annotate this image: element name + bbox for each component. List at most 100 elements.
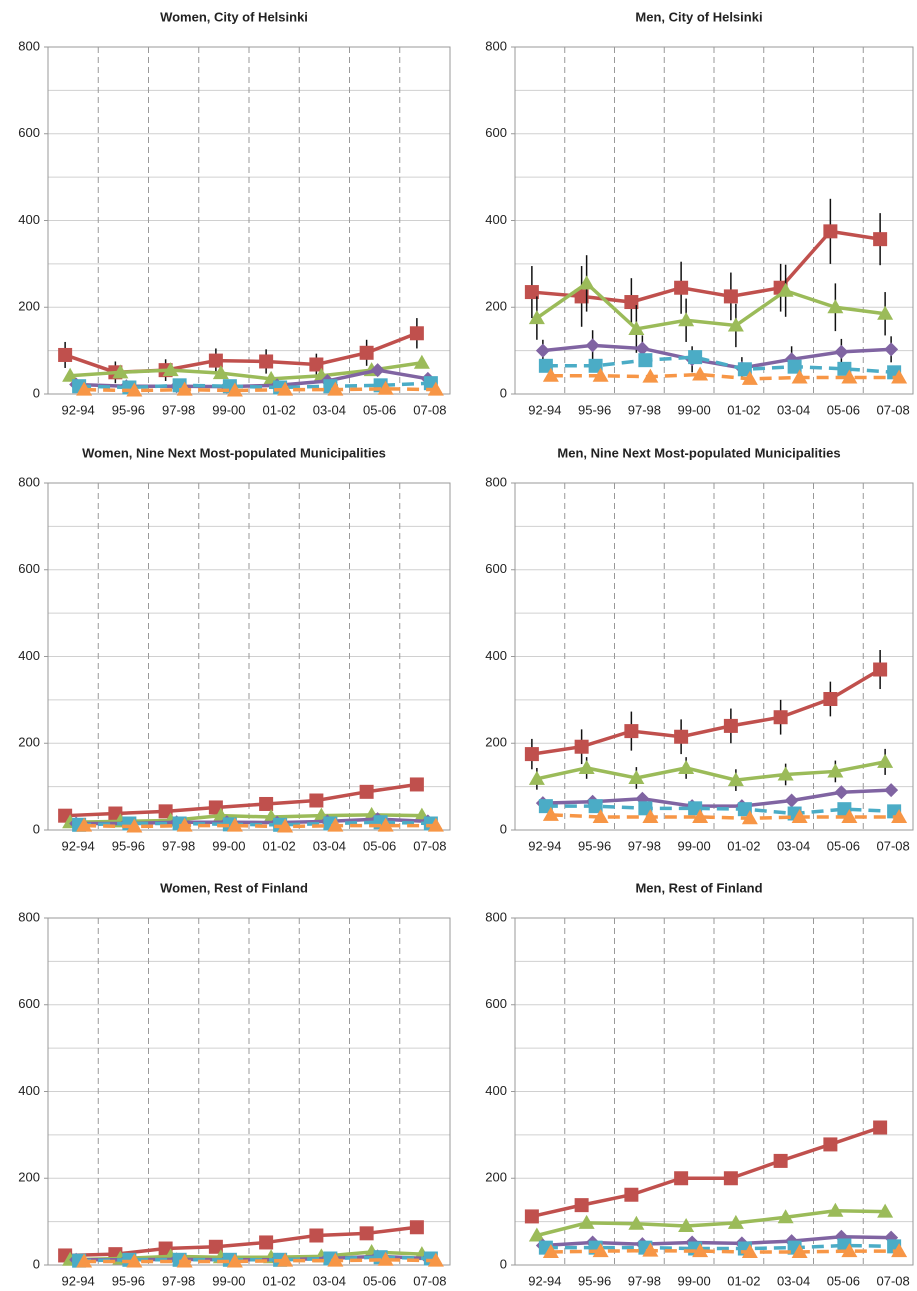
marker (574, 739, 589, 754)
x-tick-label: 01-02 (727, 1273, 760, 1288)
x-tick-label: 05-06 (363, 838, 396, 853)
marker (741, 1243, 758, 1258)
marker (277, 818, 294, 833)
y-tick-label: 600 (18, 996, 40, 1011)
marker (76, 381, 93, 396)
marker (162, 362, 179, 377)
series-line (545, 1243, 895, 1251)
marker (678, 312, 695, 327)
marker (176, 1253, 193, 1268)
series-line (531, 668, 882, 756)
marker (784, 793, 799, 808)
marker (212, 365, 229, 380)
series (535, 330, 899, 379)
x-tick-label: 05-06 (827, 402, 860, 417)
x-tick-label: 99-00 (678, 402, 711, 417)
series (524, 198, 888, 327)
marker (642, 808, 659, 823)
marker (535, 343, 550, 358)
chart-title: Men, City of Helsinki (635, 9, 762, 24)
x-tick-label: 97-98 (628, 402, 661, 417)
y-tick-label: 400 (18, 1083, 40, 1098)
x-tick-label: 95-96 (112, 402, 145, 417)
x-tick-label: 05-06 (827, 1273, 860, 1288)
marker (126, 1253, 143, 1268)
marker (359, 784, 374, 799)
series-line (531, 229, 881, 304)
x-tick-label: 97-98 (162, 402, 195, 417)
chart-title: Women, Rest of Finland (160, 880, 308, 895)
y-tick-label: 800 (18, 38, 40, 53)
marker (827, 763, 844, 778)
marker (834, 785, 849, 800)
series-line (536, 760, 886, 782)
marker (891, 808, 908, 823)
marker (777, 282, 794, 297)
marker (524, 747, 539, 762)
marker (723, 718, 738, 733)
x-tick-label: 97-98 (162, 1273, 195, 1288)
marker (524, 285, 539, 300)
x-tick-label: 95-96 (578, 838, 611, 853)
series-line (84, 823, 436, 829)
marker (377, 380, 394, 395)
y-tick-label: 200 (18, 735, 40, 750)
y-tick-label: 400 (485, 648, 507, 663)
marker (877, 1203, 894, 1218)
marker (823, 692, 838, 707)
marker (624, 724, 639, 739)
marker (277, 381, 294, 396)
marker (692, 808, 709, 823)
marker (377, 1251, 394, 1266)
marker (628, 769, 645, 784)
marker (688, 350, 703, 365)
marker (834, 344, 849, 359)
series (58, 1220, 424, 1263)
x-tick-label: 07-08 (413, 838, 446, 853)
marker (891, 1243, 908, 1258)
y-tick-label: 600 (485, 125, 507, 140)
series (528, 255, 894, 353)
marker (827, 299, 844, 314)
x-tick-label: 01-02 (727, 402, 760, 417)
x-tick-label: 07-08 (877, 1273, 910, 1288)
marker (841, 808, 858, 823)
marker (692, 1243, 709, 1258)
marker (538, 358, 553, 373)
x-tick-label: 01-02 (263, 402, 296, 417)
series-line (550, 372, 900, 381)
x-tick-label: 03-04 (777, 1273, 810, 1288)
y-tick-label: 200 (485, 735, 507, 750)
marker (773, 710, 788, 725)
x-tick-label: 01-02 (263, 1273, 296, 1288)
marker (370, 363, 385, 378)
series (524, 1120, 888, 1224)
marker (528, 1227, 545, 1242)
y-tick-label: 800 (485, 474, 507, 489)
chart-title: Women, Nine Next Most-populated Municipa… (82, 445, 386, 460)
x-tick-label: 97-98 (162, 838, 195, 853)
marker (773, 1153, 788, 1168)
series (528, 748, 894, 791)
marker (674, 729, 689, 744)
marker (309, 793, 324, 808)
y-tick-label: 400 (485, 212, 507, 227)
marker (678, 1217, 695, 1232)
marker (723, 1171, 738, 1186)
marker (638, 353, 653, 368)
x-tick-label: 92-94 (62, 838, 95, 853)
marker (727, 1214, 744, 1229)
y-tick-label: 0 (500, 1256, 507, 1271)
y-tick-label: 600 (18, 125, 40, 140)
y-tick-label: 400 (18, 648, 40, 663)
x-tick-label: 07-08 (877, 838, 910, 853)
marker (542, 1243, 559, 1258)
marker (628, 1215, 645, 1230)
marker (791, 1243, 808, 1258)
x-tick-label: 95-96 (578, 1273, 611, 1288)
marker (823, 1137, 838, 1152)
marker (827, 1202, 844, 1217)
marker (359, 345, 374, 360)
y-tick-label: 0 (33, 1256, 40, 1271)
marker (877, 305, 894, 320)
